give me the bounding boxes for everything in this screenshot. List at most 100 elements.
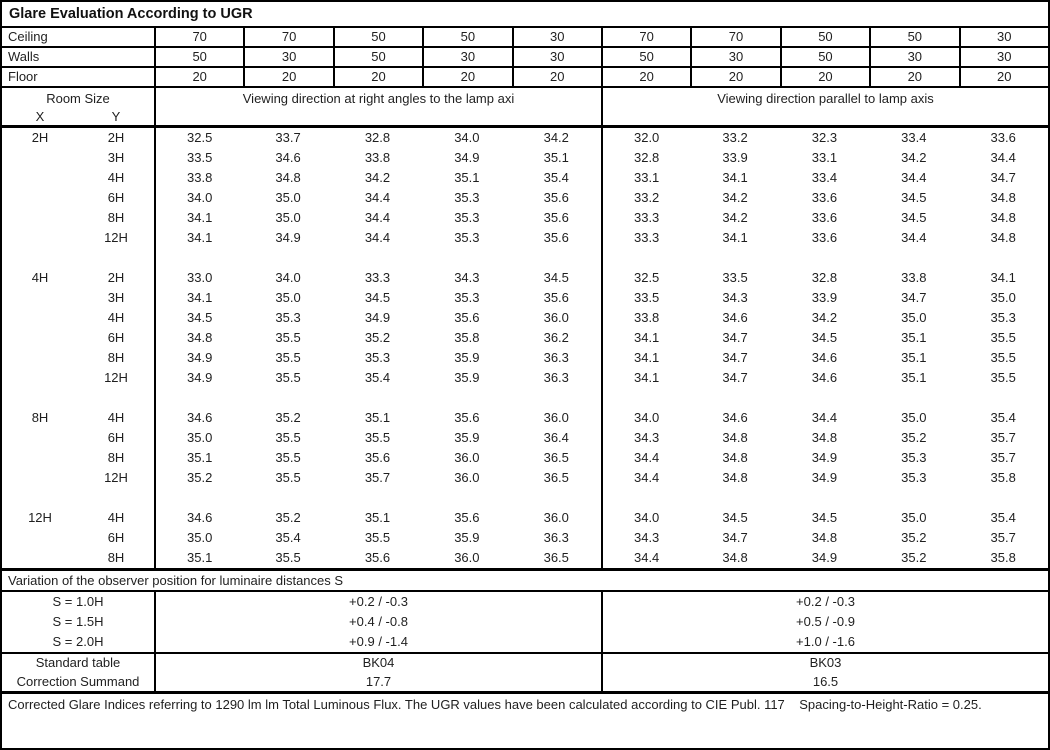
room-y-cell: 6H	[107, 530, 125, 545]
ugr-value-cell: 32.0	[600, 128, 690, 148]
ugr-value-cell	[512, 388, 601, 408]
ugr-value-cell: 34.3	[600, 528, 690, 548]
ugr-value-cell: 33.1	[600, 168, 690, 188]
ugr-value-cell: 35.1	[901, 370, 927, 385]
ugr-value-cell: 35.5	[275, 470, 301, 485]
ugr-value-cell: 35.0	[154, 428, 243, 448]
ceiling-value-cell: 70	[690, 28, 779, 46]
ugr-table-row: 3H 34.1 35.0 34.5 35.3 35.6 33.5 34.3 33…	[2, 288, 1048, 308]
ugr-value-cell: 35.4	[990, 410, 1016, 425]
ugr-value-cell: 33.9	[811, 290, 838, 305]
ugr-value-cell	[154, 388, 243, 408]
observer-variation-row: S = 2.0H +0.9 / -1.4 +1.0 / -1.6	[2, 632, 1048, 652]
ugr-value-cell: 35.3	[275, 310, 301, 325]
observer-variation-row: S = 1.5H +0.4 / -0.8 +0.5 / -0.9	[2, 612, 1048, 632]
ugr-value-cell: 34.1	[154, 288, 243, 308]
ugr-value-cell: 34.4	[364, 230, 391, 245]
walls-value-cell: 30	[958, 48, 1048, 66]
floor-value-cell: 20	[690, 68, 779, 86]
ugr-value-cell	[512, 248, 601, 268]
ugr-table-row: 3H 33.5 34.6 33.8 34.9 35.1 32.8 33.9 33…	[2, 148, 1048, 168]
room-y-cell: 8H	[107, 350, 125, 365]
ugr-value-cell: 36.0	[543, 510, 569, 525]
correction-summand-row: Correction Summand 17.7 16.5	[2, 672, 1048, 694]
ugr-value-cell: 36.0	[543, 310, 569, 325]
ugr-value-cell: 35.2	[901, 550, 927, 565]
room-x-cell	[2, 488, 78, 508]
standard-table-right: BK03	[601, 654, 1048, 672]
ugr-value-cell: 35.8	[990, 470, 1016, 485]
room-x-cell	[2, 548, 78, 568]
ugr-value-cell: 33.6	[811, 230, 838, 245]
correction-summand-right: 16.5	[601, 672, 1048, 691]
ugr-value-cell: 35.2	[901, 530, 927, 545]
ugr-value-cell: 34.6	[811, 370, 838, 385]
ugr-table-row: 8H 35.1 35.5 35.6 36.0 36.5 34.4 34.8 34…	[2, 548, 1048, 568]
ugr-value-cell: 34.0	[275, 270, 301, 285]
ugr-value-cell: 35.6	[543, 230, 569, 245]
ugr-value-cell	[243, 248, 332, 268]
table-header: Room Size X Y Viewing direction at right…	[2, 88, 1048, 128]
ugr-value-cell	[959, 248, 1048, 268]
ugr-value-cell: 36.0	[454, 470, 480, 485]
ugr-value-cell: 34.7	[990, 170, 1016, 185]
room-y-cell: 4H	[107, 410, 125, 425]
ugr-value-cell: 35.5	[275, 350, 301, 365]
ugr-value-cell: 36.3	[543, 350, 569, 365]
ugr-value-cell: 34.4	[901, 230, 927, 245]
ugr-value-cell: 33.8	[154, 168, 243, 188]
room-y-cell: 12H	[104, 230, 128, 245]
ugr-value-cell: 34.8	[275, 170, 301, 185]
ugr-value-cell: 34.9	[154, 368, 243, 388]
right-group-header: Viewing direction parallel to lamp axis	[601, 88, 1048, 125]
ugr-table-row: 2H 2H 32.5 33.7 32.8 34.0 34.2 32.0 33.2…	[2, 128, 1048, 148]
floor-value-cell: 20	[332, 68, 422, 86]
room-y-cell	[78, 388, 154, 408]
ugr-value-cell: 34.4	[600, 468, 690, 488]
ugr-value-cell: 34.9	[364, 310, 391, 325]
ugr-value-cell: 35.0	[275, 290, 301, 305]
room-x-cell: 12H	[28, 510, 52, 525]
ugr-table-row: 6H 35.0 35.4 35.5 35.9 36.3 34.3 34.7 34…	[2, 528, 1048, 548]
ugr-value-cell: 35.5	[275, 430, 301, 445]
room-x-cell: 2H	[31, 130, 49, 145]
ugr-value-cell: 33.8	[901, 270, 927, 285]
room-size-header: Room Size X Y	[2, 88, 154, 125]
ugr-value-cell: 34.5	[901, 190, 927, 205]
ugr-value-cell: 35.9	[454, 530, 480, 545]
ugr-value-cell: 34.2	[543, 130, 569, 145]
ugr-value-cell: 35.0	[275, 210, 301, 225]
floor-value-cell: 20	[243, 68, 332, 86]
ugr-value-cell: 32.5	[154, 128, 243, 148]
ugr-value-cell: 35.0	[990, 290, 1016, 305]
ugr-value-cell	[869, 388, 958, 408]
ugr-value-cell: 35.3	[454, 190, 480, 205]
room-x-cell	[2, 148, 78, 168]
floor-value-cell: 20	[422, 68, 511, 86]
variation-value-left: +0.9 / -1.4	[154, 632, 601, 652]
ugr-value-cell: 35.2	[154, 468, 243, 488]
ugr-value-cell: 35.6	[543, 290, 569, 305]
ugr-value-cell	[869, 488, 958, 508]
ugr-value-cell: 34.4	[600, 448, 690, 468]
room-y-cell: 6H	[107, 330, 125, 345]
ugr-value-cell: 35.1	[543, 150, 569, 165]
ugr-value-cell: 32.8	[364, 130, 391, 145]
room-y-cell: 12H	[104, 370, 128, 385]
ugr-value-cell	[869, 248, 958, 268]
ugr-value-cell: 35.2	[364, 330, 391, 345]
ugr-value-cell: 34.5	[811, 510, 838, 525]
ugr-value-cell: 35.2	[901, 430, 927, 445]
ceiling-value-cell: 50	[332, 28, 422, 46]
room-y-cell: 6H	[107, 430, 125, 445]
ugr-value-cell: 35.0	[275, 190, 301, 205]
ugr-value-cell: 33.5	[154, 148, 243, 168]
ugr-value-cell: 33.4	[811, 170, 838, 185]
room-size-label: Room Size	[46, 91, 110, 106]
walls-value-cell: 50	[332, 48, 422, 66]
variation-value-right: +0.2 / -0.3	[601, 592, 1048, 612]
ugr-value-cell: 34.5	[543, 270, 569, 285]
ugr-value-cell: 35.0	[154, 528, 243, 548]
room-x-cell	[2, 368, 78, 388]
ugr-value-cell	[333, 248, 422, 268]
